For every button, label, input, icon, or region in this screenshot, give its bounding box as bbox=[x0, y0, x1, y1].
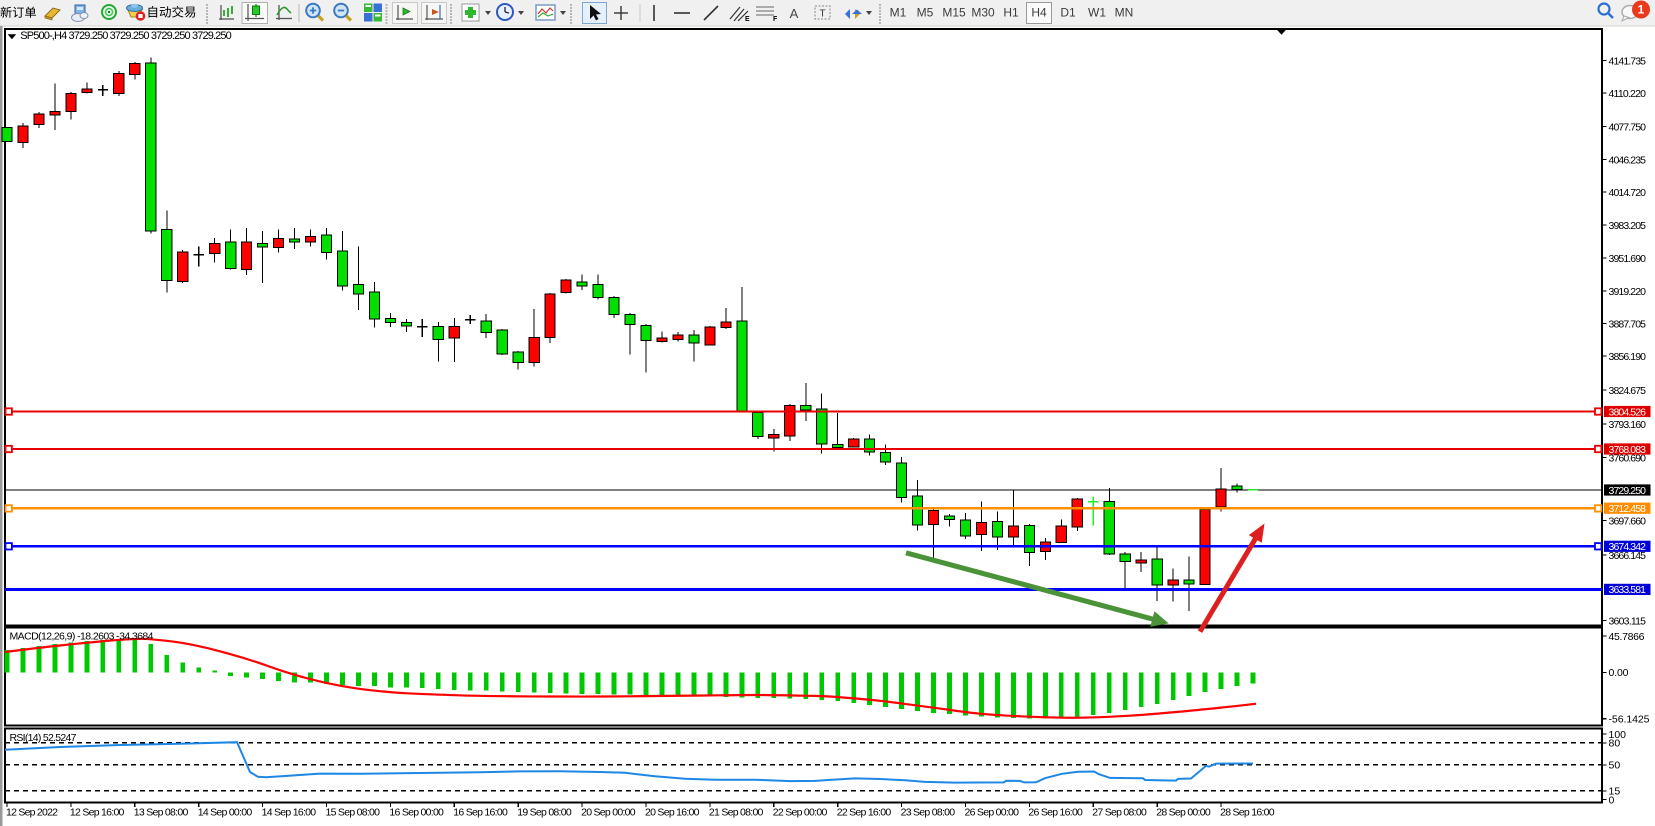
svg-text:3633.581: 3633.581 bbox=[1609, 584, 1647, 596]
svg-text:3603.115: 3603.115 bbox=[1609, 615, 1647, 627]
svg-text:0: 0 bbox=[1609, 794, 1615, 806]
svg-text:19 Sep 08:00: 19 Sep 08:00 bbox=[517, 807, 572, 819]
svg-text:26 Sep 00:00: 26 Sep 00:00 bbox=[965, 807, 1020, 819]
svg-text:3793.160: 3793.160 bbox=[1609, 419, 1647, 431]
svg-text:20 Sep 00:00: 20 Sep 00:00 bbox=[581, 807, 636, 819]
svg-text:3674.342: 3674.342 bbox=[1609, 541, 1647, 553]
svg-text:45.7866: 45.7866 bbox=[1609, 631, 1645, 643]
svg-text:W1: W1 bbox=[1088, 6, 1106, 20]
svg-text:MN: MN bbox=[1115, 6, 1134, 20]
svg-text:12 Sep 2022: 12 Sep 2022 bbox=[6, 807, 58, 819]
svg-text:16 Sep 16:00: 16 Sep 16:00 bbox=[453, 807, 508, 819]
svg-text:20 Sep 16:00: 20 Sep 16:00 bbox=[645, 807, 700, 819]
svg-text:MACD(12,26,9) -18.2603 -34.368: MACD(12,26,9) -18.2603 -34.3684 bbox=[10, 631, 154, 643]
svg-text:4141.735: 4141.735 bbox=[1609, 55, 1647, 67]
svg-text:3712.458: 3712.458 bbox=[1609, 503, 1647, 515]
svg-text:SP500-,H4 3729.250 3729.250 3: SP500-,H4 3729.250 3729.250 3729.250 372… bbox=[20, 30, 232, 42]
svg-text:D1: D1 bbox=[1060, 6, 1076, 20]
svg-text:28 Sep 00:00: 28 Sep 00:00 bbox=[1156, 807, 1211, 819]
svg-text:3856.190: 3856.190 bbox=[1609, 351, 1647, 363]
svg-text:4110.220: 4110.220 bbox=[1609, 88, 1647, 100]
svg-text:3951.690: 3951.690 bbox=[1609, 253, 1647, 265]
svg-text:22 Sep 16:00: 22 Sep 16:00 bbox=[837, 807, 892, 819]
svg-text:H4: H4 bbox=[1031, 6, 1047, 20]
svg-text:RSI(14) 52.5247: RSI(14) 52.5247 bbox=[10, 732, 77, 744]
svg-text:3804.526: 3804.526 bbox=[1609, 406, 1647, 418]
svg-text:T: T bbox=[819, 9, 825, 20]
svg-text:4046.235: 4046.235 bbox=[1609, 154, 1647, 166]
svg-text:3760.690: 3760.690 bbox=[1609, 452, 1647, 464]
svg-text:12 Sep 16:00: 12 Sep 16:00 bbox=[70, 807, 125, 819]
svg-text:3729.250: 3729.250 bbox=[1609, 485, 1647, 497]
svg-text:3697.660: 3697.660 bbox=[1609, 515, 1647, 527]
svg-text:21 Sep 08:00: 21 Sep 08:00 bbox=[709, 807, 764, 819]
svg-text:100: 100 bbox=[1609, 729, 1627, 741]
svg-text:F: F bbox=[773, 16, 778, 23]
svg-text:14 Sep 16:00: 14 Sep 16:00 bbox=[262, 807, 317, 819]
svg-text:26 Sep 16:00: 26 Sep 16:00 bbox=[1028, 807, 1083, 819]
svg-text:E: E bbox=[745, 16, 750, 23]
svg-text:3983.205: 3983.205 bbox=[1609, 220, 1647, 232]
svg-text:3824.675: 3824.675 bbox=[1609, 385, 1647, 397]
svg-text:4077.750: 4077.750 bbox=[1609, 121, 1647, 133]
svg-text:80: 80 bbox=[1609, 738, 1621, 750]
svg-text:M30: M30 bbox=[971, 6, 995, 20]
svg-text:23 Sep 08:00: 23 Sep 08:00 bbox=[901, 807, 956, 819]
svg-text:-56.1425: -56.1425 bbox=[1609, 714, 1650, 726]
svg-text:15: 15 bbox=[1609, 786, 1621, 798]
svg-text:M15: M15 bbox=[942, 6, 966, 20]
svg-text:4014.720: 4014.720 bbox=[1609, 187, 1647, 199]
svg-text:M1: M1 bbox=[890, 6, 907, 20]
svg-text:14 Sep 00:00: 14 Sep 00:00 bbox=[198, 807, 253, 819]
svg-text:3768.083: 3768.083 bbox=[1609, 444, 1647, 456]
svg-text:50: 50 bbox=[1609, 760, 1621, 772]
svg-text:1: 1 bbox=[1638, 3, 1645, 17]
svg-text:A: A bbox=[790, 6, 799, 21]
svg-text:16 Sep 00:00: 16 Sep 00:00 bbox=[389, 807, 444, 819]
svg-text:0.00: 0.00 bbox=[1609, 667, 1629, 679]
svg-text:3666.145: 3666.145 bbox=[1609, 550, 1647, 562]
svg-text:13 Sep 08:00: 13 Sep 08:00 bbox=[134, 807, 189, 819]
svg-text:22 Sep 00:00: 22 Sep 00:00 bbox=[773, 807, 828, 819]
svg-text:28 Sep 16:00: 28 Sep 16:00 bbox=[1220, 807, 1275, 819]
svg-text:3887.705: 3887.705 bbox=[1609, 318, 1647, 330]
svg-text:27 Sep 08:00: 27 Sep 08:00 bbox=[1092, 807, 1147, 819]
svg-text:H1: H1 bbox=[1003, 6, 1019, 20]
svg-text:3919.220: 3919.220 bbox=[1609, 286, 1647, 298]
svg-text:M5: M5 bbox=[917, 6, 934, 20]
svg-text:15 Sep 08:00: 15 Sep 08:00 bbox=[326, 807, 381, 819]
